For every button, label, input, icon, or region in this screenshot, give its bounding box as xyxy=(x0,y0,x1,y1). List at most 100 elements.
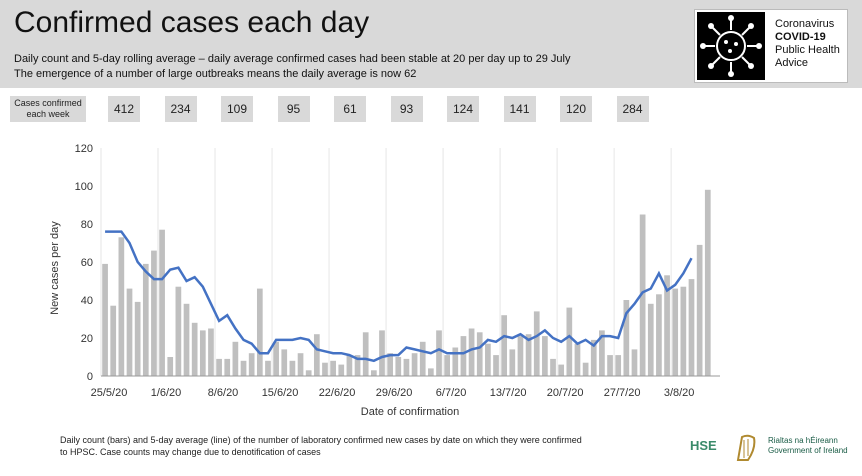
bar-14/7/20 xyxy=(509,349,516,376)
weekly-total-4: 95 xyxy=(277,96,310,122)
virus-icon xyxy=(697,12,765,80)
footnote: Daily count (bars) and 5-day average (li… xyxy=(60,434,660,458)
bar-18/6/20 xyxy=(297,353,304,376)
weekly-cases-label: Cases confirmed each week xyxy=(10,96,86,122)
bar-16/6/20 xyxy=(281,349,288,376)
y-tick-0: 0 xyxy=(87,371,93,383)
bar-3/7/20 xyxy=(419,341,426,376)
bar-12/6/20 xyxy=(248,353,255,376)
bar-21/6/20 xyxy=(322,362,328,376)
bar-26/5/20 xyxy=(110,305,117,376)
bar-15/6/20 xyxy=(273,341,279,376)
bar-3/6/20 xyxy=(175,286,182,376)
bar-18/7/20 xyxy=(542,336,548,376)
x-tick-13/7/20: 13/7/20 xyxy=(490,387,527,399)
bar-1/6/20 xyxy=(159,229,165,376)
bar-28/7/20 xyxy=(623,300,630,376)
government-of-ireland-text: Rialtas na hÉireann Government of Irelan… xyxy=(768,436,848,456)
weekly-total-1: 412 xyxy=(108,96,140,122)
bar-6/8/20 xyxy=(696,244,703,376)
bar-6/7/20 xyxy=(444,355,451,376)
bar-17/6/20 xyxy=(289,360,296,376)
y-tick-80: 80 xyxy=(81,219,93,231)
x-tick-1/6/20: 1/6/20 xyxy=(151,387,182,399)
bar-17/7/20 xyxy=(533,311,540,376)
y-axis-label: New cases per day xyxy=(49,221,61,315)
y-tick-60: 60 xyxy=(81,257,93,269)
x-tick-8/6/20: 8/6/20 xyxy=(208,387,239,399)
bar-6/6/20 xyxy=(199,330,206,376)
subtitle-line-1: Daily count and 5-day rolling average – … xyxy=(14,53,571,65)
hse-logo: HSE xyxy=(690,438,717,453)
harp-icon xyxy=(734,434,760,462)
bar-27/7/20 xyxy=(615,355,622,376)
bar-8/7/20 xyxy=(460,336,467,376)
bar-28/6/20 xyxy=(379,330,385,376)
bar-8/6/20 xyxy=(216,358,222,376)
bar-11/6/20 xyxy=(240,360,247,376)
page-title: Confirmed cases each day xyxy=(14,6,370,39)
bar-1/8/20 xyxy=(656,294,662,376)
bar-16/7/20 xyxy=(525,334,532,376)
bar-25/5/20 xyxy=(102,263,108,376)
bar-29/7/20 xyxy=(631,349,638,376)
badge-line-1: Coronavirus xyxy=(775,18,835,30)
bar-13/6/20 xyxy=(256,288,263,376)
bar-4/8/20 xyxy=(680,286,687,376)
y-tick-20: 20 xyxy=(81,333,93,345)
bar-29/6/20 xyxy=(387,353,393,376)
x-tick-3/8/20: 3/8/20 xyxy=(664,387,695,399)
bar-31/5/20 xyxy=(151,250,157,376)
bar-30/5/20 xyxy=(142,263,149,376)
bar-10/7/20 xyxy=(476,332,483,376)
covid-advice-badge: Coronavirus COVID-19 Public Health Advic… xyxy=(694,9,848,83)
weekly-total-6: 93 xyxy=(390,96,423,122)
daily-cases-chart: 0 20 40 60 80 100 120 25/5/20 1/6/20 8/6/20 15/6/… xyxy=(49,143,720,418)
bar-31/7/20 xyxy=(647,303,654,376)
x-tick-29/6/20: 29/6/20 xyxy=(376,387,413,399)
subtitle-line-2: The emergence of a number of large outbr… xyxy=(14,68,417,80)
bar-24/7/20 xyxy=(590,339,597,376)
bar-23/6/20 xyxy=(338,364,345,376)
bar-4/7/20 xyxy=(428,368,434,376)
x-tick-25/5/20: 25/5/20 xyxy=(91,387,128,399)
x-axis-label: Date of confirmation xyxy=(361,406,459,418)
bar-11/7/20 xyxy=(485,343,491,376)
gov-line-2: Government of Ireland xyxy=(768,446,848,455)
footnote-line-2: to HPSC. Case counts may change due to d… xyxy=(60,447,321,457)
bar-9/6/20 xyxy=(224,358,231,376)
bar-13/7/20 xyxy=(501,315,508,376)
bar-28/5/20 xyxy=(126,288,133,376)
footnote-line-1: Daily count (bars) and 5-day average (li… xyxy=(60,435,582,445)
bar-29/5/20 xyxy=(134,301,141,376)
weekly-total-5: 61 xyxy=(334,96,366,122)
weekly-total-10: 284 xyxy=(616,96,649,122)
y-tick-100: 100 xyxy=(75,181,93,193)
badge-line-4: Advice xyxy=(775,57,809,69)
y-tick-120: 120 xyxy=(75,143,93,155)
bar-9/7/20 xyxy=(468,328,475,376)
bar-19/6/20 xyxy=(305,370,312,376)
bar-25/6/20 xyxy=(354,355,361,376)
bar-7/8/20 xyxy=(704,189,711,376)
weekly-total-9: 120 xyxy=(560,96,592,122)
bar-3/8/20 xyxy=(672,288,679,376)
x-axis-ticks: 25/5/20 1/6/20 8/6/20 15/6/20 22/6/20 29/6/20… xyxy=(91,387,695,399)
rolling-average-line xyxy=(105,230,693,363)
badge-line-3: Public Health xyxy=(775,44,840,56)
bar-25/7/20 xyxy=(599,330,605,376)
weekly-total-7: 124 xyxy=(447,96,479,122)
chart-grid xyxy=(100,148,672,376)
bar-30/6/20 xyxy=(395,357,402,376)
bar-26/6/20 xyxy=(362,332,369,376)
x-tick-27/7/20: 27/7/20 xyxy=(604,387,641,399)
bar-26/7/20 xyxy=(607,355,613,376)
bar-5/6/20 xyxy=(191,322,198,376)
bar-7/6/20 xyxy=(208,328,214,376)
x-tick-6/7/20: 6/7/20 xyxy=(436,387,467,399)
bar-5/7/20 xyxy=(436,330,442,376)
bar-27/6/20 xyxy=(370,370,377,376)
badge-line-2: COVID-19 xyxy=(775,31,826,43)
bar-2/7/20 xyxy=(411,353,418,376)
bar-4/6/20 xyxy=(183,303,190,376)
